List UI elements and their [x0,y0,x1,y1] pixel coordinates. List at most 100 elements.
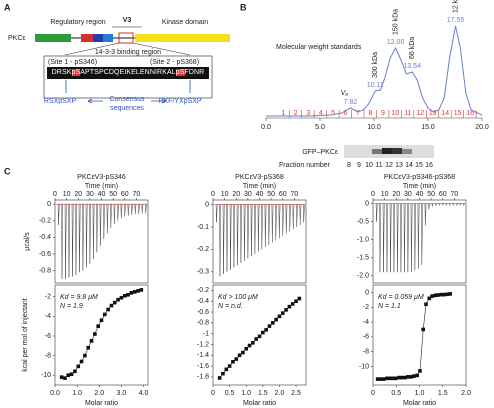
injection-peak [400,203,402,273]
panel-label: A [4,2,11,12]
domain [81,34,93,42]
injection-peak [127,204,130,216]
injection-peak [261,204,263,250]
y-tick-label: -2.0 [357,273,369,280]
n-label: N = 1.9 [60,303,83,310]
injection-peak [449,203,451,207]
data-point [86,345,91,350]
injection-peak [379,203,382,273]
y-tick-label: -0.4 [197,298,209,305]
data-point [59,375,64,379]
data-point [284,308,288,312]
domain [103,34,113,42]
injection-peak [264,204,267,248]
injection-peak [410,203,413,273]
data-point [234,357,239,361]
time-tick-label: 0 [211,191,215,198]
data-point [415,373,419,378]
data-point [99,318,104,323]
data-point [427,296,432,301]
injection-peak [247,204,249,259]
fraction-number: 12 [416,110,424,117]
region-label: Regulatory region [50,19,105,26]
y-tick-label: -6 [45,333,51,340]
y-tick-label: -0.3 [197,269,209,276]
data-point [387,376,392,381]
data-point [119,295,124,300]
injection-peak [243,204,246,261]
y-tick-label: -1 [203,330,209,337]
x-tick-label: 0.5 [225,390,235,397]
injection-peak [236,204,239,266]
data-point [280,311,285,315]
plot-frame [212,284,307,386]
y-tick-label: -10 [41,372,51,379]
plot-frame [54,284,149,386]
injection-peak [110,204,112,229]
axis-label: Time (min) [85,183,118,190]
data-point [297,296,302,301]
data-point [270,321,275,325]
x-tick-label: 2.0 [275,390,285,397]
x-tick-label: 4.0 [139,390,149,397]
x-tick-label: 2.0 [461,390,471,397]
fraction-number: 2 [294,110,298,117]
chart-title: PKCεV3-pS346 [77,174,126,181]
y-tick-label: -0.6 [39,251,51,258]
data-point [139,288,144,292]
data-point [231,359,235,364]
y-tick-label: -10 [359,363,369,370]
fraction-number: 7 [356,110,360,117]
region-label: Kinase domain [162,19,208,26]
fraction-number: 10 [391,110,399,117]
data-point [391,376,395,381]
injection-peak [124,204,126,217]
injection-peak [393,203,395,273]
x-tick-label: 1.5 [258,390,268,397]
y-tick-label: -0.8 [197,320,209,327]
injection-peak [403,203,406,273]
data-point [122,293,127,298]
injection-peak [117,204,119,221]
injection-peak [240,204,242,263]
injection-peak [296,204,298,227]
data-point [89,339,94,343]
residues: FDNR [184,69,205,76]
injection-peak [424,203,427,226]
site-label: (Site 2 - pS368) [150,59,199,66]
y-tick-label: -0.6 [197,309,209,316]
peak-name: V₀ [341,90,349,97]
injection-peak [68,204,70,278]
injection-peak [386,203,388,273]
injection-peak [250,204,253,257]
injection-peak [71,204,74,277]
fraction-number: 14 [441,110,449,117]
peak-name: 300 kDa [372,52,379,78]
injection-peak [382,203,385,273]
data-point [83,353,87,358]
injection-peak [82,204,84,271]
y-tick-label: -0.2 [197,287,209,294]
motif: RSXpSXP [44,98,77,105]
data-point [442,292,446,297]
time-tick-label: 30 [86,191,94,198]
injection-peak [278,204,281,239]
data-point [69,372,74,377]
y-tick-label: -2 [363,304,369,311]
data-point [400,375,404,380]
peak-label: 7.82 [344,99,358,106]
arrow [65,80,191,93]
fraction-number: 14 [405,162,413,169]
y-tick-label: -2 [45,294,51,301]
data-point [445,292,450,297]
residues: DRSK [51,69,72,76]
x-tick-label: 0.5 [391,390,401,397]
protein-name: PKCε [8,35,26,42]
injection-peak [85,204,88,268]
injection-peak [292,204,295,230]
time-tick-label: 50 [109,191,117,198]
injection-peak [303,204,305,223]
injection-peak [233,204,235,268]
injection-peak [145,204,147,214]
